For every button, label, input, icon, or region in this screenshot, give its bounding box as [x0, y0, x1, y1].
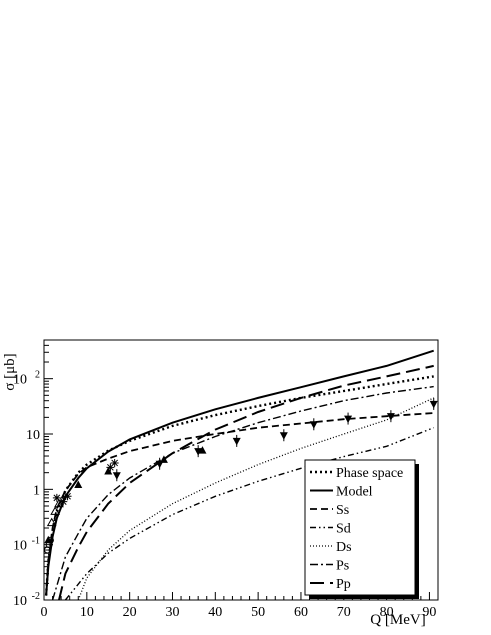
data-point-star-open — [63, 492, 72, 501]
axes-layer: 0 10 20 30 40 50 60 70 80 90 10 -2 10 -1 1 10 10 2 — [13, 339, 436, 620]
y-tick-label: 10 — [13, 539, 27, 554]
data-point-triangle-up-filled — [198, 446, 207, 454]
series-line-pp — [58, 364, 434, 600]
data-point-triangle-up-filled — [104, 467, 113, 475]
y-tick-label: 1 — [33, 483, 40, 498]
data-point-triangle-open — [50, 506, 60, 515]
series-line-model — [45, 349, 435, 596]
data-point-star-open — [52, 493, 61, 502]
x-tick-label: 60 — [294, 605, 308, 620]
y-tick-exponent: 2 — [35, 370, 40, 381]
legend-label: Model — [336, 485, 373, 500]
legend-label: Phase space — [336, 466, 403, 481]
legend-label: Ss — [336, 503, 349, 518]
legend-label: Ps — [336, 559, 349, 574]
y-tick-exponent: -2 — [32, 591, 40, 602]
x-tick-label: 50 — [251, 605, 265, 620]
x-tick-label: 90 — [422, 605, 436, 620]
data-point-triangle-up-filled — [74, 480, 83, 488]
x-tick-label: 20 — [123, 605, 137, 620]
y-tick-label: 10 — [26, 428, 40, 443]
y-tick-label: 10 — [13, 594, 27, 609]
x-tick-label: 70 — [337, 605, 351, 620]
x-axis-title: Q [MeV] — [370, 612, 425, 628]
x-tick-label: 0 — [41, 605, 48, 620]
x-tick-label: 40 — [208, 605, 222, 620]
series-line-phase-space — [44, 375, 434, 596]
series-line-sd — [64, 427, 434, 600]
series-line-ss — [45, 412, 434, 596]
legend: Phase space Model Ss Sd Ds Ps Pp — [304, 459, 419, 599]
data-point-triangle-up-filled — [44, 535, 53, 544]
y-tick-label: 10 — [13, 373, 27, 388]
x-tick-label: 30 — [165, 605, 179, 620]
legend-box — [304, 459, 416, 596]
x-tick-label: 10 — [80, 605, 94, 620]
data-point-star-open — [110, 458, 119, 467]
data-point-star-open — [106, 463, 115, 472]
x-tick-label: 80 — [380, 605, 394, 620]
curves-layer — [44, 349, 435, 600]
y-tick-exponent: -1 — [32, 536, 40, 547]
y-axis-title: σ [μb] — [2, 353, 18, 390]
data-point-triangle-open — [46, 517, 57, 527]
legend-label: Sd — [336, 522, 351, 537]
data-point-star-open — [59, 497, 68, 506]
legend-label: Pp — [336, 577, 351, 592]
legend-label: Ds — [336, 540, 352, 555]
